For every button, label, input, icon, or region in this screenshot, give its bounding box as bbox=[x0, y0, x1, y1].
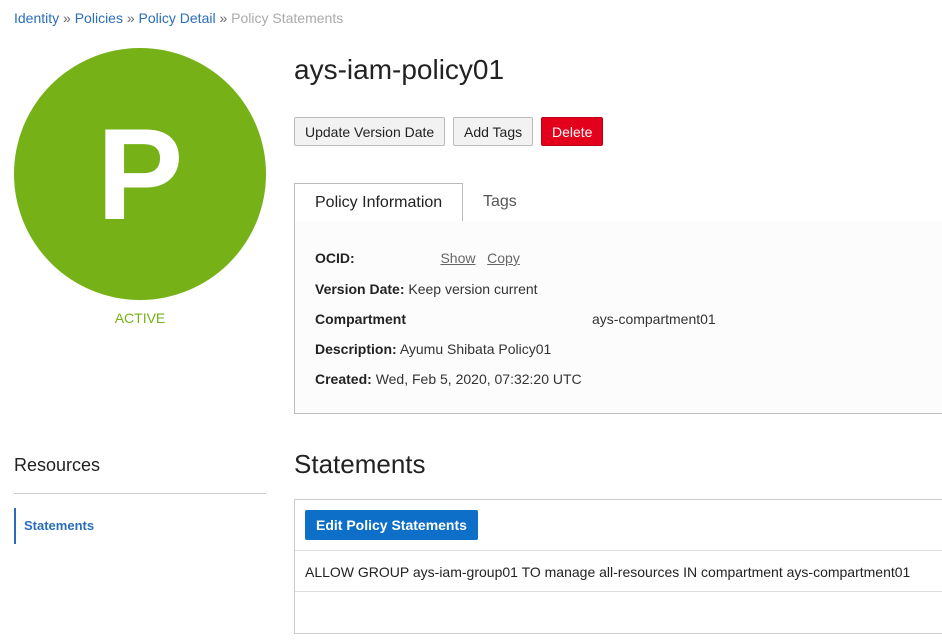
breadcrumb-separator: » bbox=[126, 10, 135, 26]
add-tags-button[interactable]: Add Tags bbox=[453, 117, 534, 146]
tab-bar: Policy Information Tags bbox=[294, 183, 942, 223]
created-label: Created: bbox=[315, 371, 372, 387]
divider bbox=[295, 550, 942, 551]
description-label: Description: bbox=[315, 341, 397, 357]
description-value: Ayumu Shibata Policy01 bbox=[399, 341, 552, 357]
breadcrumb-separator: » bbox=[63, 10, 71, 26]
statements-table: Edit Policy Statements ALLOW GROUP ays-i… bbox=[294, 499, 942, 634]
version-date-value: Keep version current bbox=[408, 281, 538, 297]
update-version-date-button[interactable]: Update Version Date bbox=[294, 117, 446, 146]
policy-information-panel: OCID: Show Copy Version Date: Keep versi… bbox=[294, 221, 942, 414]
divider bbox=[295, 591, 942, 592]
delete-button[interactable]: Delete bbox=[541, 117, 604, 146]
breadcrumb-current: Policy Statements bbox=[231, 10, 344, 26]
divider bbox=[14, 493, 266, 494]
resources-heading: Resources bbox=[14, 455, 101, 475]
created-value: Wed, Feb 5, 2020, 07:32:20 UTC bbox=[375, 371, 582, 387]
copy-ocid-link[interactable]: Copy bbox=[487, 250, 520, 266]
avatar: P bbox=[14, 48, 266, 300]
tab-tags[interactable]: Tags bbox=[483, 193, 517, 210]
statements-heading: Statements bbox=[294, 449, 426, 479]
breadcrumb-identity[interactable]: Identity bbox=[14, 10, 60, 26]
avatar-letter: P bbox=[96, 101, 184, 247]
compartment-label: Compartment bbox=[315, 311, 407, 327]
compartment-value[interactable]: ays-compartment01 bbox=[592, 311, 716, 327]
breadcrumb-policies[interactable]: Policies bbox=[74, 10, 123, 26]
page-title: ays-iam-policy01 bbox=[294, 54, 505, 85]
breadcrumb-separator: » bbox=[219, 10, 228, 26]
breadcrumb: Identity » Policies » Policy Detail » Po… bbox=[14, 10, 343, 26]
ocid-label: OCID: bbox=[315, 250, 355, 266]
statement-row: ALLOW GROUP ays-iam-group01 TO manage al… bbox=[305, 564, 911, 580]
tab-policy-information[interactable]: Policy Information bbox=[294, 183, 464, 223]
breadcrumb-policy-detail[interactable]: Policy Detail bbox=[138, 10, 216, 26]
status-badge: ACTIVE bbox=[114, 310, 166, 326]
version-date-label: Version Date: bbox=[315, 281, 405, 297]
sidebar-item-statements[interactable]: Statements bbox=[14, 508, 94, 544]
show-ocid-link[interactable]: Show bbox=[440, 250, 476, 266]
edit-policy-statements-button[interactable]: Edit Policy Statements bbox=[305, 510, 478, 540]
